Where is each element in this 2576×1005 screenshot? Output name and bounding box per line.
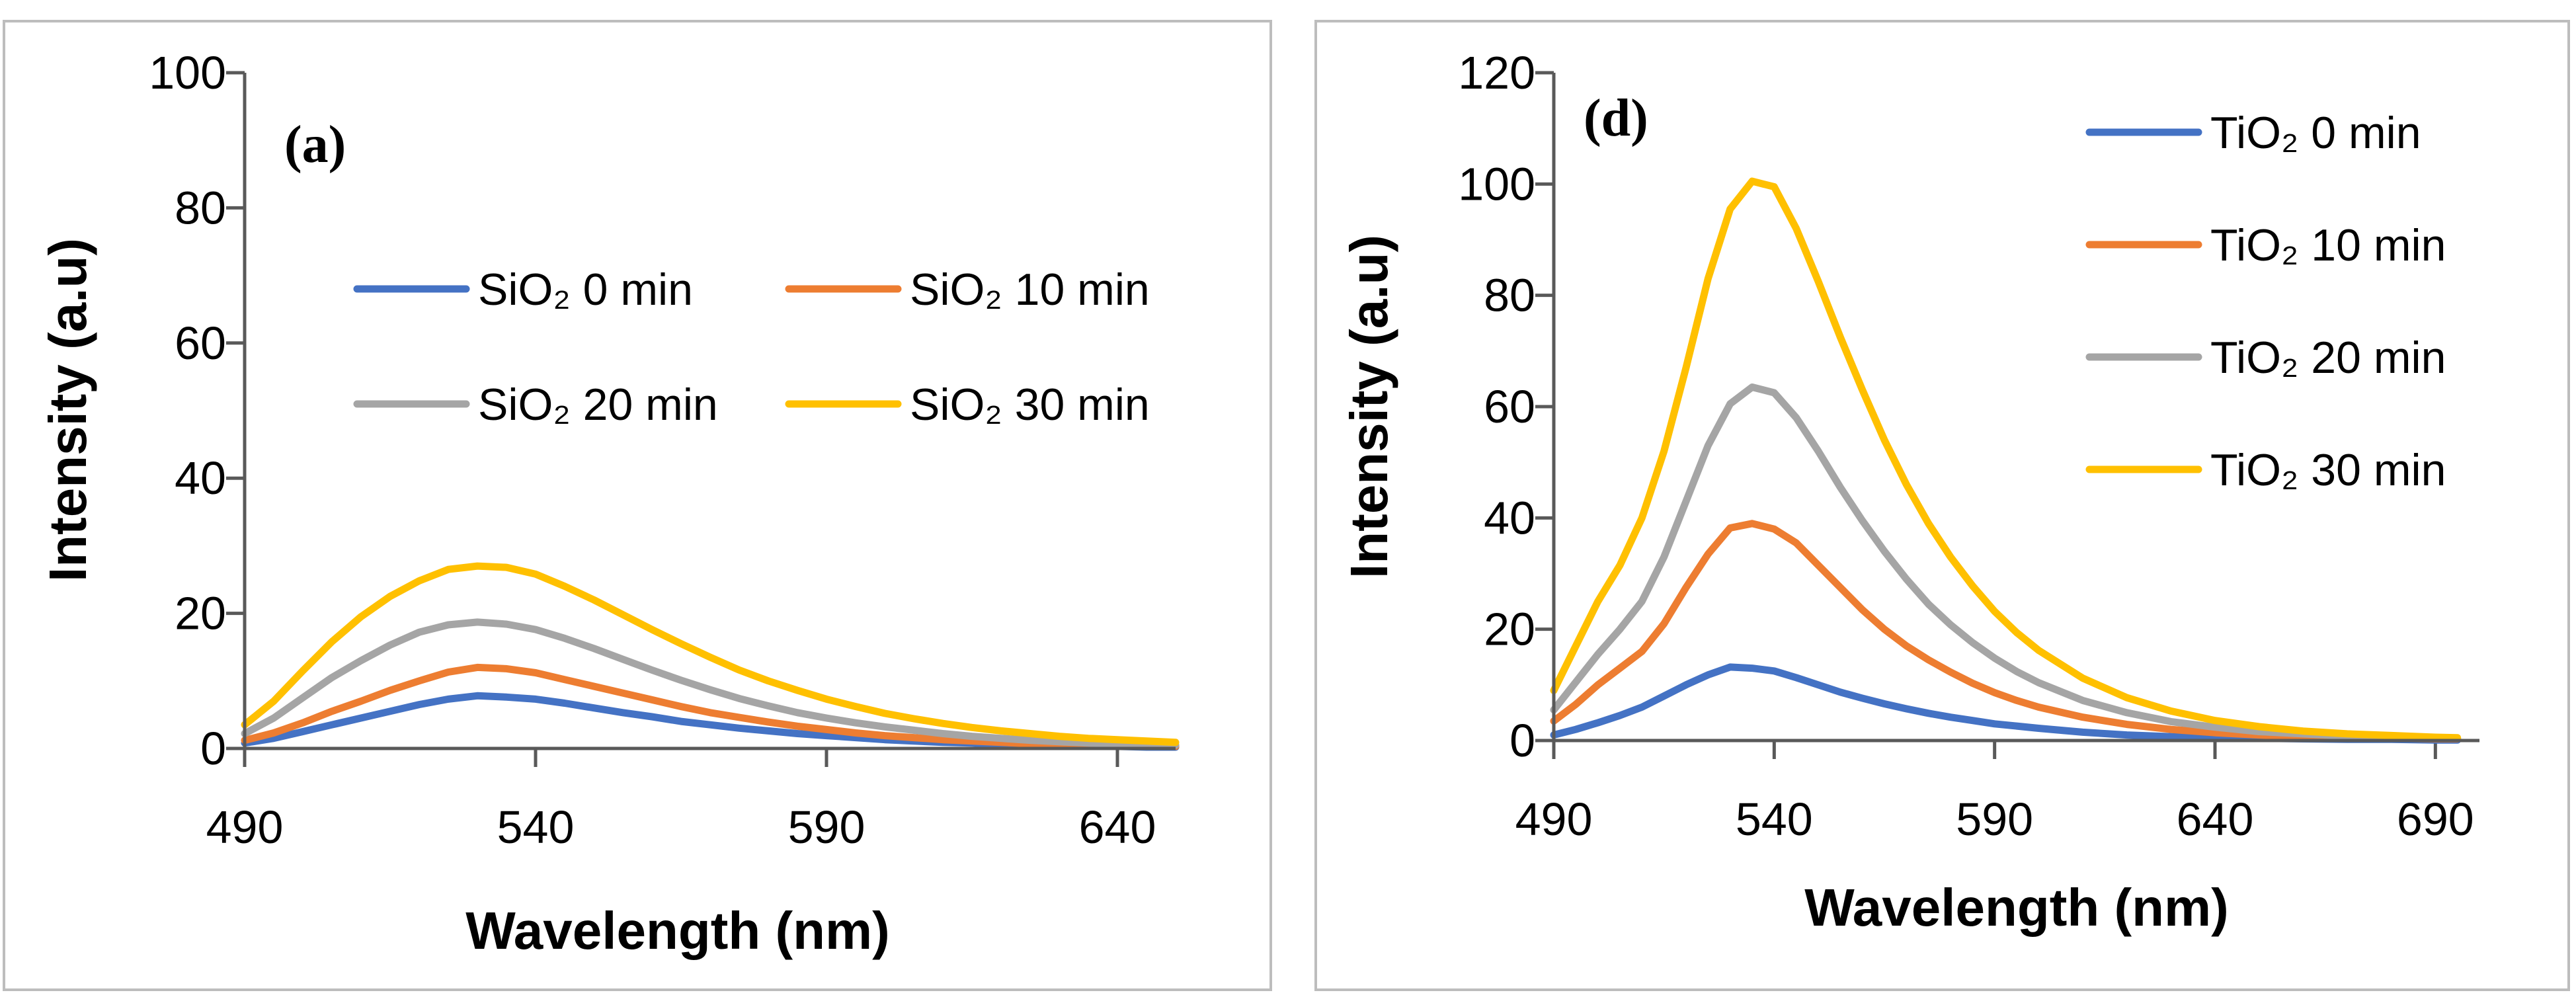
- panel-a-legend: SiO₂ 0 min SiO₂ 10 min SiO₂ 20 min SiO₂ 30 …: [353, 264, 1150, 430]
- panel-a-axes: [243, 73, 1176, 750]
- y-tick-label: 20: [1484, 604, 1535, 655]
- y-tick-label: 40: [175, 452, 226, 504]
- legend-label: TiO₂ 10 min: [2210, 220, 2446, 270]
- y-tick-label: 120: [1458, 47, 1535, 99]
- series-line-3: [1550, 177, 2462, 742]
- panel-d-axes: [1552, 73, 2479, 743]
- y-tick-label: 40: [1484, 492, 1535, 543]
- chart-panel-a: (a) Wavelength (nm) Intensity (a.u) 0 20 4…: [3, 20, 1272, 991]
- x-tick-label: 590: [788, 801, 865, 853]
- chart-panel-d: (d) Wavelength (nm) Intensity (a.u) 0 20 4…: [1314, 20, 2570, 991]
- legend-label: SiO₂ 10 min: [910, 264, 1150, 315]
- y-tick-label: 0: [200, 723, 226, 774]
- panel-a-label: (a): [284, 116, 346, 174]
- legend-label: TiO₂ 30 min: [2210, 445, 2446, 495]
- panel-a-ticks: 0 20 40 60 80 100 490 540 590 640: [149, 47, 1156, 853]
- series-line-3: [241, 562, 1180, 746]
- x-tick-label: 640: [2177, 793, 2254, 845]
- legend-label: TiO₂ 0 min: [2210, 108, 2421, 158]
- legend-label: SiO₂ 30 min: [910, 380, 1150, 430]
- y-tick-label: 0: [1509, 715, 1535, 766]
- x-tick-label: 490: [206, 801, 284, 853]
- panel-a-y-axis-title: Intensity (a.u): [38, 238, 97, 582]
- panel-a-plot-area: [241, 562, 1180, 751]
- legend-label: SiO₂ 0 min: [478, 264, 693, 315]
- panel-d-legend: TiO₂ 0 min TiO₂ 10 min TiO₂ 20 min TiO₂ 30 …: [2085, 108, 2446, 495]
- y-tick-label: 80: [1484, 270, 1535, 321]
- x-tick-label: 490: [1515, 793, 1593, 845]
- series-line-0: [1550, 663, 2462, 744]
- series-line-2: [241, 618, 1180, 749]
- y-tick-label: 80: [175, 182, 226, 233]
- panel-d-plot-area: [1550, 177, 2462, 744]
- y-tick-label: 100: [1458, 158, 1535, 210]
- panel-d-y-axis-title: Intensity (a.u): [1340, 235, 1398, 579]
- legend-label: SiO₂ 20 min: [478, 380, 718, 430]
- x-tick-label: 690: [2397, 793, 2474, 845]
- series-line-2: [1550, 383, 2462, 743]
- x-tick-label: 640: [1079, 801, 1156, 853]
- panel-d-x-axis-title: Wavelength (nm): [1804, 878, 2228, 937]
- x-tick-label: 540: [1736, 793, 1813, 845]
- panel-a-x-axis-title: Wavelength (nm): [465, 901, 889, 960]
- y-tick-label: 20: [175, 588, 226, 639]
- x-tick-label: 590: [1956, 793, 2033, 845]
- panel-d-ticks: 0 20 40 60 80 100 120 490 540 590 640 690: [1458, 47, 2474, 845]
- y-tick-label: 60: [1484, 381, 1535, 432]
- series-line-1: [1550, 520, 2462, 743]
- legend-label: TiO₂ 20 min: [2210, 333, 2446, 383]
- panel-d-frame: [1314, 20, 2570, 991]
- y-tick-label: 60: [175, 317, 226, 369]
- panel-d-label: (d): [1584, 89, 1648, 147]
- x-tick-label: 540: [497, 801, 575, 853]
- panel-a-frame: [3, 20, 1272, 991]
- y-tick-label: 100: [149, 47, 226, 99]
